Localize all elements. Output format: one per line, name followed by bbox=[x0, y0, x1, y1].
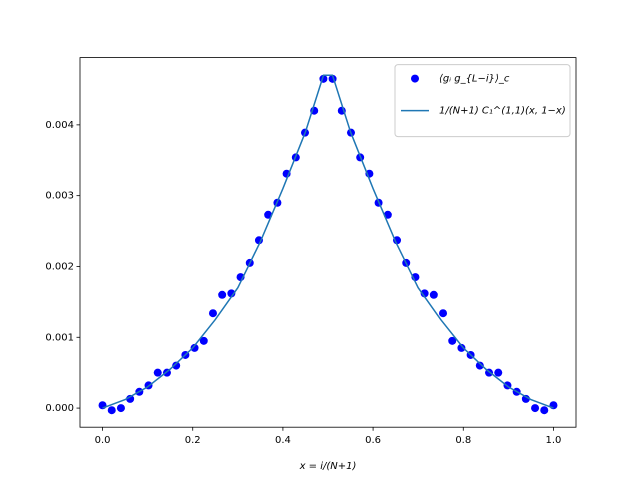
point bbox=[475, 361, 484, 370]
point bbox=[429, 290, 438, 299]
point bbox=[521, 394, 530, 403]
point bbox=[153, 368, 162, 377]
point bbox=[393, 236, 402, 245]
x-axis-label: x = i/(N+1) bbox=[299, 461, 357, 472]
point bbox=[540, 406, 549, 415]
point bbox=[190, 343, 199, 352]
legend-label: 1/(N+1) C₁^(1,1)(x, 1−x) bbox=[439, 106, 566, 117]
line bbox=[102, 74, 554, 409]
y-tick-label: 0.000 bbox=[45, 403, 74, 414]
x-tick-label: 0.4 bbox=[275, 435, 291, 446]
point bbox=[439, 309, 448, 318]
x-tick-label: 1.0 bbox=[546, 435, 562, 446]
plot-frame bbox=[79, 57, 577, 428]
point bbox=[172, 361, 181, 370]
point bbox=[227, 289, 236, 298]
x-tick-label: 0.8 bbox=[455, 435, 471, 446]
point bbox=[254, 236, 263, 245]
y-tick-label: 0.003 bbox=[45, 191, 74, 202]
x-tick-label: 0.0 bbox=[95, 435, 111, 446]
point bbox=[218, 290, 227, 299]
point bbox=[457, 343, 466, 352]
y-tick-label: 0.004 bbox=[45, 120, 74, 131]
point bbox=[107, 406, 116, 415]
y-tick-label: 0.001 bbox=[45, 332, 74, 343]
x-tick-label: 0.6 bbox=[365, 435, 381, 446]
point bbox=[199, 336, 208, 345]
point bbox=[208, 309, 217, 318]
legend-label: ⟨gᵢ g_{L−i}⟩_c bbox=[439, 74, 510, 85]
x-tick-label: 0.2 bbox=[185, 435, 201, 446]
legend-box bbox=[394, 64, 571, 138]
point bbox=[126, 394, 135, 403]
point bbox=[420, 289, 429, 298]
point bbox=[531, 404, 540, 413]
legend-marker bbox=[411, 74, 419, 83]
point bbox=[116, 404, 125, 413]
y-tick-label: 0.002 bbox=[45, 261, 74, 272]
point bbox=[448, 336, 457, 345]
point bbox=[494, 368, 503, 377]
